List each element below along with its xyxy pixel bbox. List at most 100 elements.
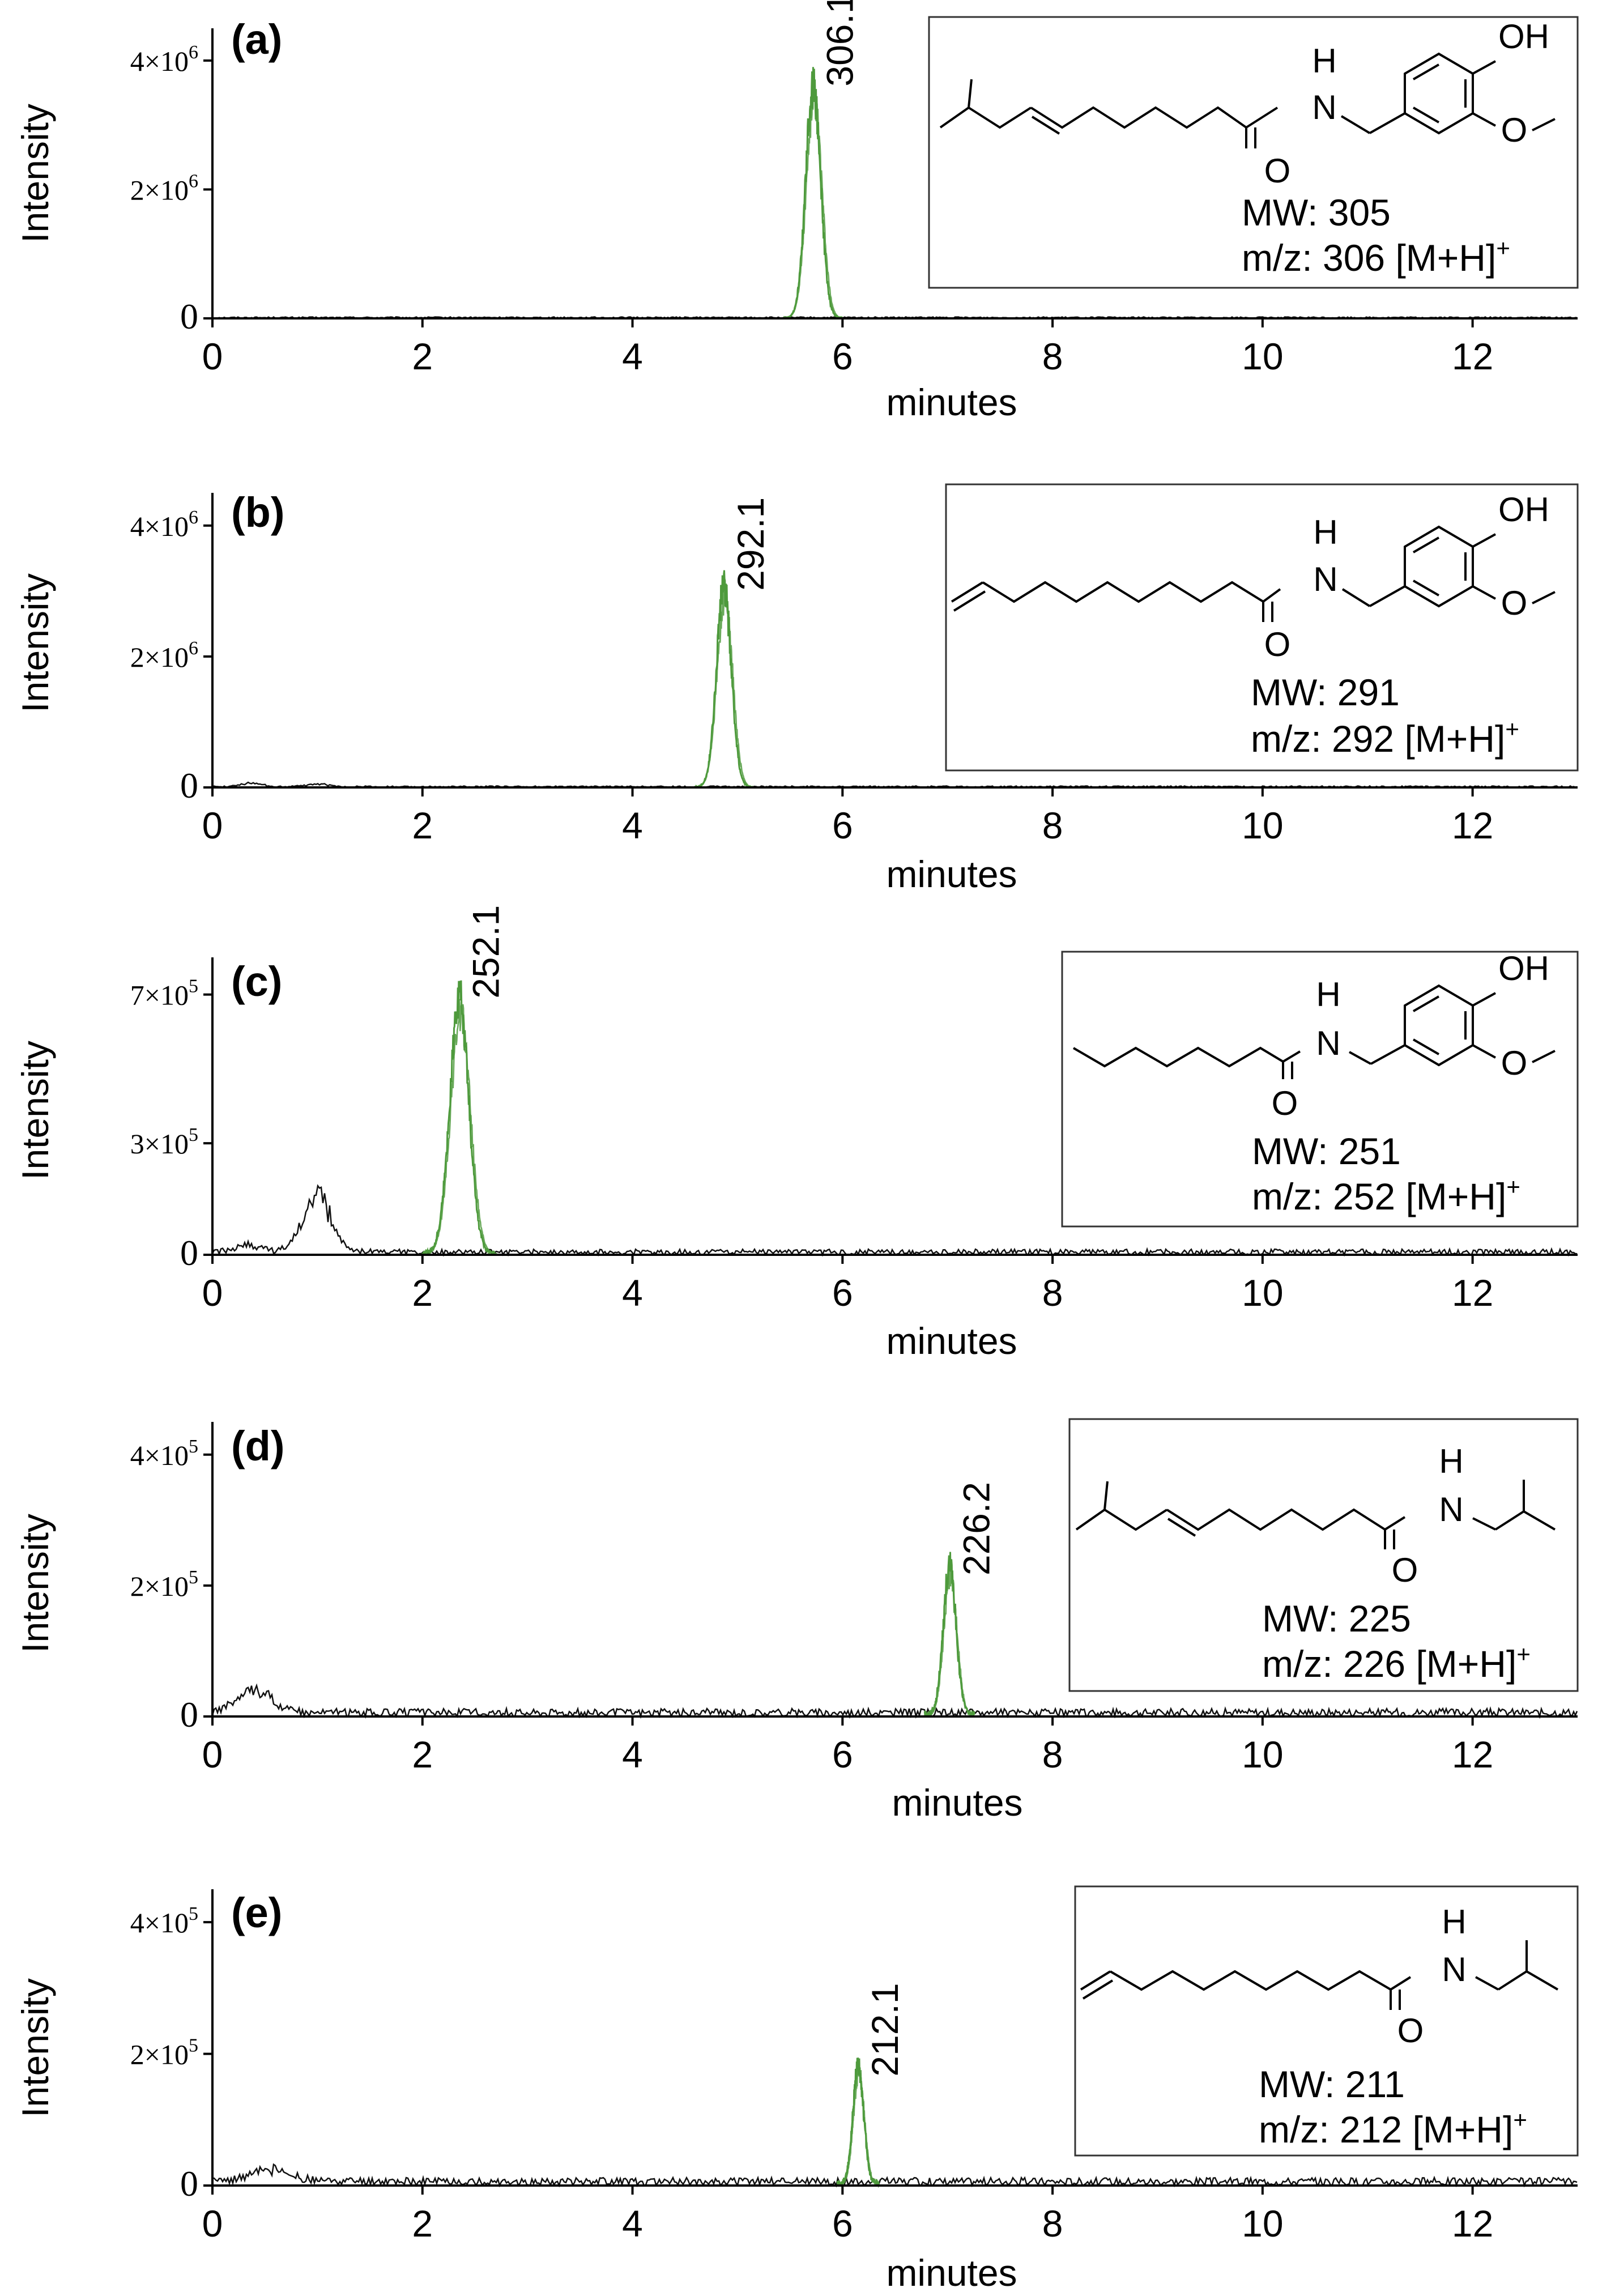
panel-a-y-tick-label: 2×106 [130,171,198,206]
panel-d-x-label: minutes [892,1782,1022,1824]
panel-b-y-tick-label: 2×106 [130,638,198,673]
svg-text:H: H [1316,976,1340,1013]
panel-d-x-tick-label: 8 [1042,1733,1063,1775]
panel-c-x-tick-label: 4 [622,1272,643,1314]
panel-c-structure [1072,984,1556,1079]
panel-a-x-tick-label: 2 [412,335,433,377]
panel-c-structure-box [1061,951,1579,1228]
panel-a-x-tick-label: 8 [1042,335,1063,377]
panel-c-mz: m/z: 252 [M+H]+ [1252,1173,1520,1217]
panel-c-x-tick-label: 10 [1242,1272,1283,1314]
svg-text:OH: OH [1498,949,1549,987]
panel-e-letter: (e) [231,1889,282,1936]
svg-text:H: H [1442,1903,1466,1941]
panel-e-x-tick-label: 10 [1242,2203,1283,2244]
panel-c-x-tick-label: 8 [1042,1272,1063,1314]
svg-text:H: H [1312,42,1336,80]
svg-text:N: N [1439,1490,1463,1528]
svg-text:H: H [1313,513,1337,551]
svg-text:H: H [1439,1442,1463,1480]
panel-e-y-tick-label: 0 [180,2163,198,2204]
panel-c-y-tick-label: 7×105 [130,976,198,1011]
panel-b-structure [951,525,1556,622]
svg-text:O: O [1397,2012,1424,2050]
panel-d-peak-label: 226.2 [955,1482,997,1575]
panel-d-y-tick-label: 4×105 [130,1436,198,1471]
panel-c-atom-labels: H N O OH O [1272,949,1549,1122]
panel-d-inset: H N O MW: 225 m/z: 226 [M+H]+ [1068,1418,1579,1692]
panel-a-x-tick-label: 4 [622,335,643,377]
panel-e-inset: H N O MW: 211 m/z: 212 [M+H]+ [1074,1885,1579,2157]
panel-d-y-label: Intensity [14,1514,56,1653]
panel-b-y-tick-label: 4×106 [130,507,198,542]
panel-a-x-tick-label: 10 [1242,335,1283,377]
panel-a-y-label: Intensity [14,104,56,243]
panel-e-x-tick-label: 2 [412,2203,433,2244]
panel-e-y-label: Intensity [14,1978,56,2118]
panel-d-ticks: 0 2 4 6 8 10 12 0 2×105 4×105 [130,1436,1494,1775]
panel-d-x-tick-label: 4 [622,1733,643,1775]
panel-a-mz: m/z: 306 [M+H]+ [1242,235,1510,279]
panel-a-ticks: 0 2 4 6 8 10 12 0 2×106 4×106 [130,42,1494,377]
panel-d-x-tick-label: 0 [202,1733,223,1775]
panel-c-y-label: Intensity [14,1041,56,1180]
panel-c-y-tick-label: 0 [180,1233,198,1273]
panel-c-inset: H N O OH O MW: 251 m/z: 252 [M+H]+ [1061,949,1579,1228]
panel-b-x-tick-label: 6 [832,804,853,846]
panel-b-peak-label: 292.1 [730,497,772,591]
panel-b-y-label: Intensity [14,573,56,713]
panel-b-inset: H N O OH O MW: 291 m/z: 292 [M+H]+ [945,483,1579,772]
panel-a-x-tick-label: 6 [832,335,853,377]
panel-b-x-tick-label: 10 [1242,804,1283,846]
panel-c-letter: (c) [231,958,282,1005]
panel-e-atom-labels: H N O [1397,1903,1467,2050]
panel-e-y-tick-label: 4×105 [130,1903,198,1939]
panel-a-x-label: minutes [886,381,1017,423]
panel-e-structure [1080,1940,1559,2010]
panel-a-y-tick-label: 0 [180,296,198,336]
panel-a-structure [939,52,1556,148]
panel-e-mw: MW: 211 [1259,2063,1405,2105]
svg-text:O: O [1264,625,1291,663]
panel-e-structure-box [1074,1885,1579,2157]
panel-b-y-tick-label: 0 [180,765,198,806]
panel-d-structure-box [1068,1418,1579,1692]
panel-e-x-tick-label: 6 [832,2203,853,2244]
panel-d-trace [211,1552,1578,1719]
panel-a-letter: (a) [231,16,282,63]
panel-d-x-tick-label: 12 [1452,1733,1493,1775]
panel-d-letter: (d) [231,1422,285,1469]
panel-c-x-tick-label: 0 [202,1272,223,1314]
panel-c-x-label: minutes [886,1320,1017,1362]
panel-e-baseline-trace [212,2163,1578,2188]
svg-text:N: N [1313,560,1337,598]
panel-d-baseline-trace [211,1683,1578,1719]
panel-e-x-tick-label: 8 [1042,2203,1063,2244]
panel-a-atom-labels: H N O OH O [1264,18,1549,190]
panel-e-x-label: minutes [886,2252,1017,2294]
panel-d-mw: MW: 225 [1262,1598,1411,1639]
svg-text:OH: OH [1498,491,1549,529]
svg-text:N: N [1312,88,1336,126]
panel-b-ticks: 0 2 4 6 8 10 12 0 2×106 4×106 [130,507,1494,846]
svg-text:OH: OH [1498,18,1549,56]
panel-e-mz: m/z: 212 [M+H]+ [1259,2106,1527,2150]
svg-text:O: O [1501,1044,1528,1082]
panel-d-y-tick-label: 0 [180,1694,198,1735]
panel-c-ticks: 0 2 4 6 8 10 12 0 3×105 7×105 [130,976,1494,1314]
panel-b-x-tick-label: 8 [1042,804,1063,846]
panel-e-x-tick-label: 4 [622,2203,643,2244]
panel-b-mw: MW: 291 [1251,671,1400,713]
panel-d-y-tick-label: 2×105 [130,1567,198,1602]
panel-b-letter: (b) [231,489,285,536]
panel-c-x-tick-label: 12 [1452,1272,1493,1314]
panel-a-inset: H N O OH O MW: 305 m/z: 306 [M+H]+ [928,16,1579,289]
svg-text:O: O [1501,584,1528,622]
panel-c-mw: MW: 251 [1252,1130,1401,1172]
panel-a-x-tick-label: 12 [1452,335,1493,377]
panel-d-structure [1075,1480,1556,1549]
panel-a-peak-label: 306.1 [819,0,860,87]
panel-b-structure-box [945,483,1579,772]
svg-text:O: O [1392,1551,1418,1589]
